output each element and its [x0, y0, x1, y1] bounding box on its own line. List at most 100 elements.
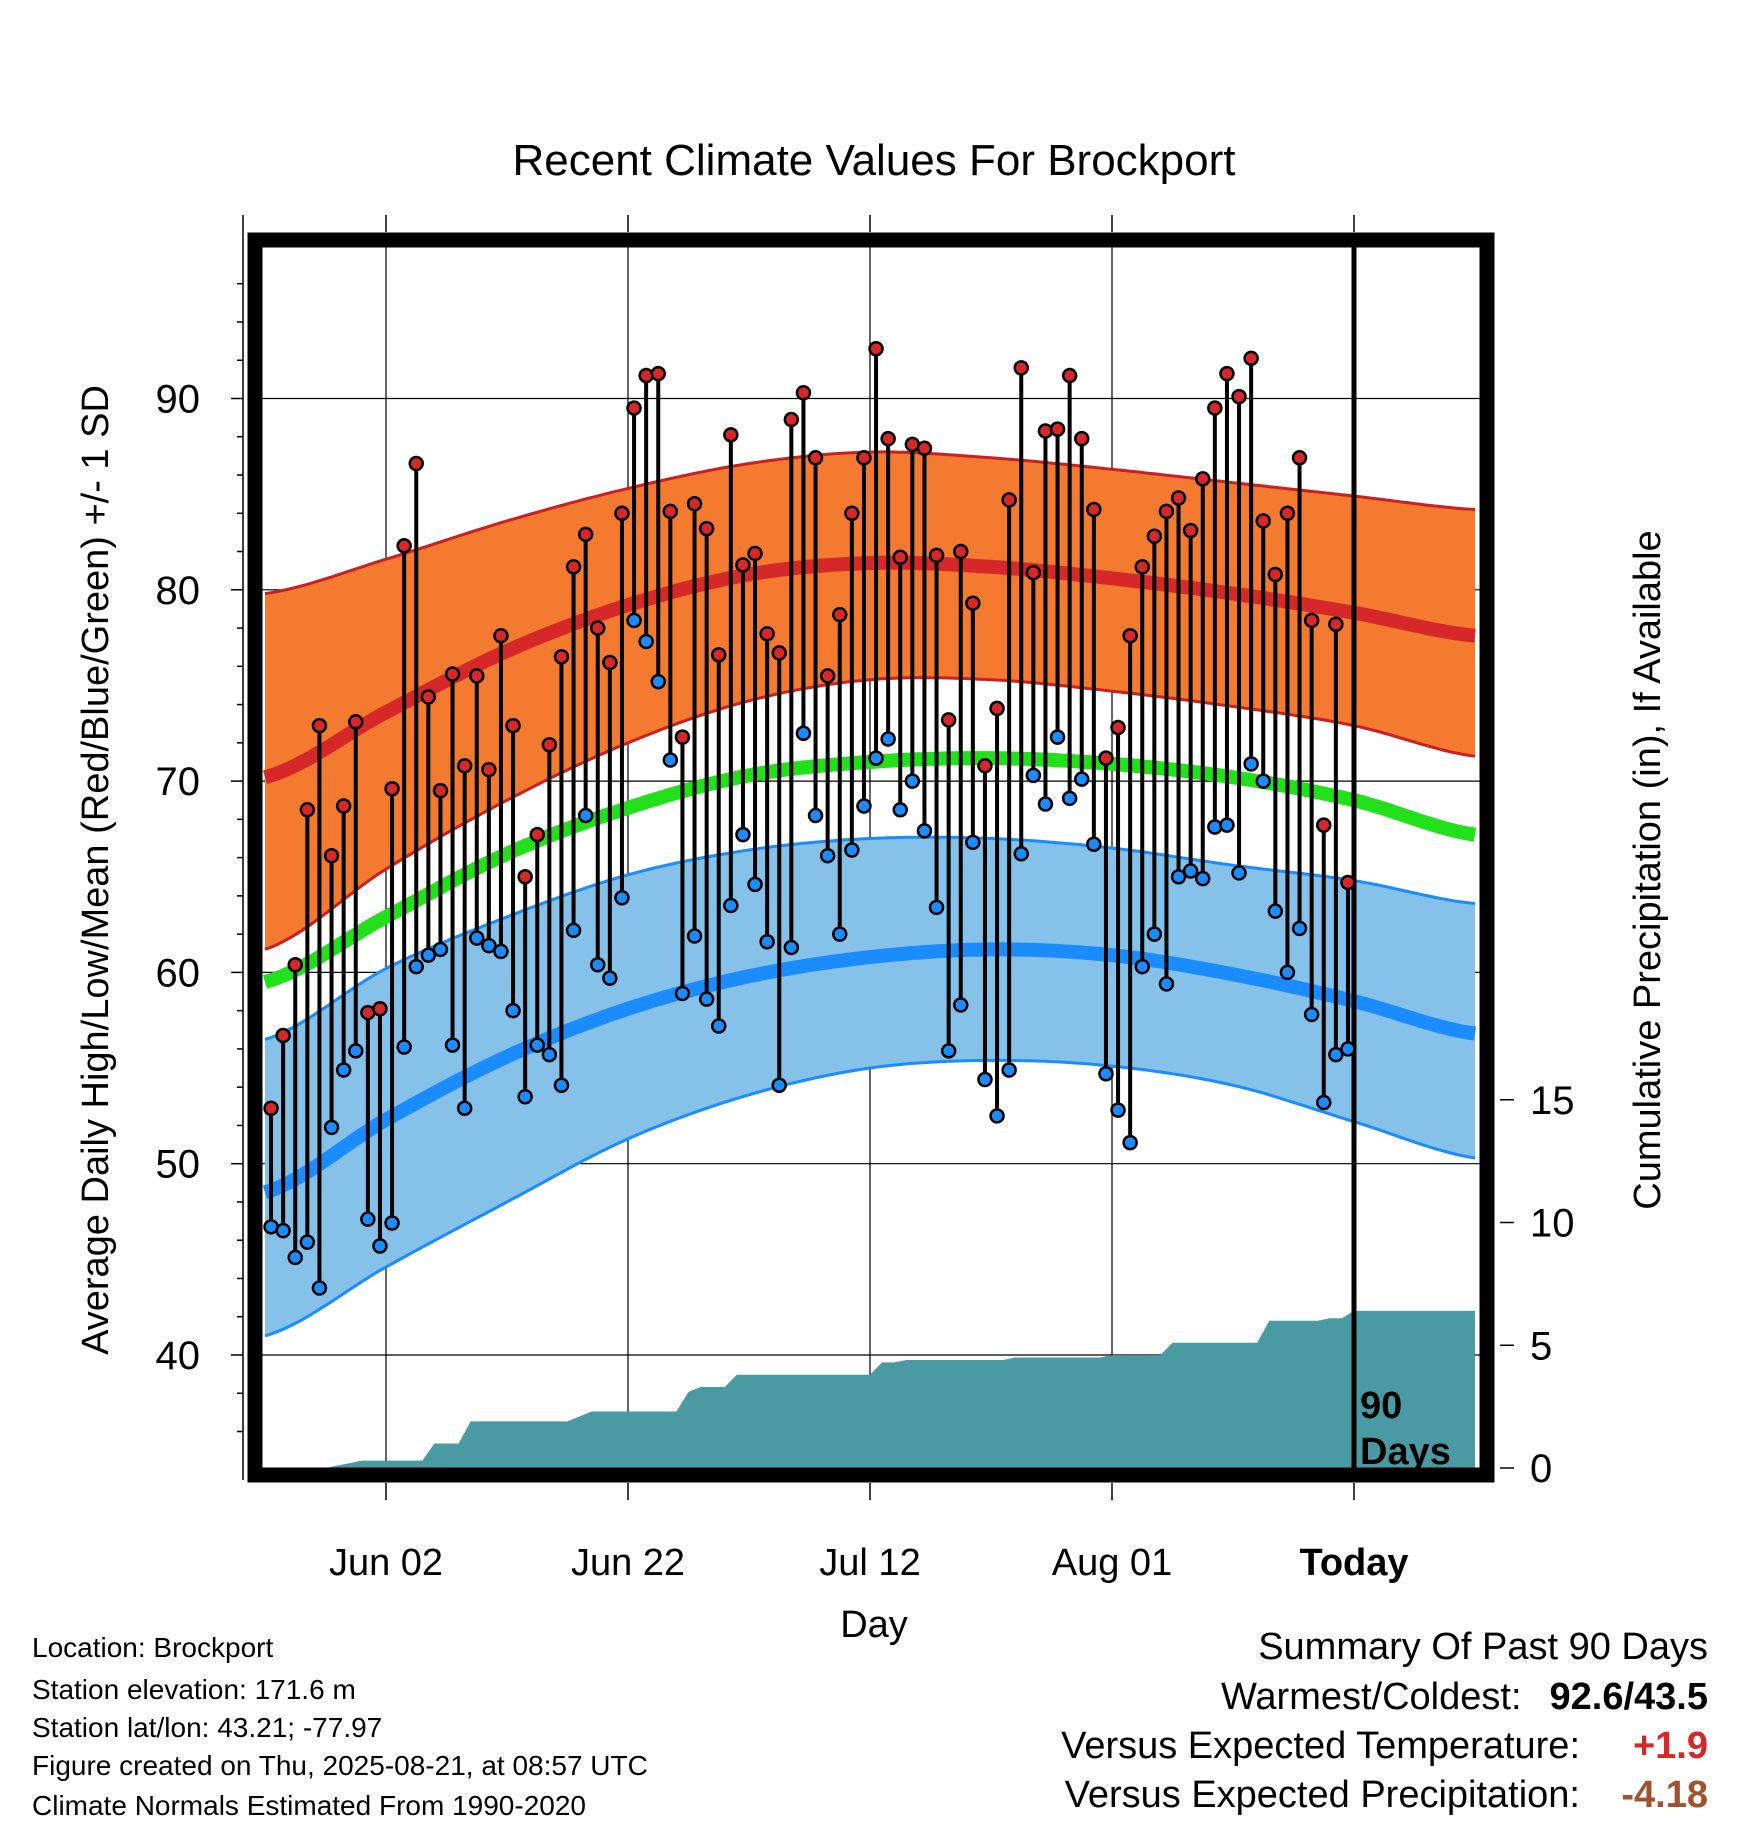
high-point: [481, 761, 497, 778]
high-point: [469, 668, 485, 684]
high-point: [529, 826, 545, 843]
low-point: [832, 926, 848, 942]
high-point: [1279, 505, 1296, 522]
high-point: [880, 430, 896, 447]
low-point: [953, 997, 969, 1013]
low-point: [420, 947, 437, 963]
low-point: [965, 834, 981, 851]
low-point: [323, 1119, 340, 1136]
low-point: [493, 943, 509, 960]
low-point: [577, 807, 594, 824]
high-point: [783, 411, 800, 428]
low-point: [819, 847, 836, 864]
low-point: [940, 1043, 957, 1059]
low-point: [275, 1222, 291, 1239]
low-point: [771, 1077, 787, 1094]
low-point: [481, 937, 497, 954]
high-point: [384, 781, 400, 797]
low-point: [1195, 870, 1211, 887]
high-point: [263, 1100, 279, 1116]
temperature-label: Versus Expected Temperature:: [1061, 1725, 1580, 1767]
footer-created: Figure created on Thu, 2025-08-21, at 08…: [32, 1750, 648, 1781]
low-point: [807, 807, 824, 824]
high-point: [1243, 350, 1259, 367]
high-point: [275, 1027, 291, 1044]
low-point: [1170, 869, 1187, 885]
low-point: [553, 1077, 570, 1094]
high-point: [771, 645, 787, 661]
high-point: [1025, 564, 1042, 581]
low-point: [1243, 756, 1259, 772]
high-sd-band: [265, 451, 1475, 950]
low-point: [977, 1071, 993, 1088]
high-point: [493, 627, 509, 644]
high-point: [335, 798, 352, 814]
low-point: [856, 798, 872, 814]
high-point: [420, 689, 437, 705]
high-point: [795, 385, 812, 401]
high-point: [723, 427, 739, 443]
y-tick-label: 40: [156, 1334, 201, 1378]
low-point: [880, 731, 896, 747]
summary-warm-cold: Warmest/Coldest: 92.6/43.5: [1221, 1678, 1708, 1716]
high-point: [1110, 719, 1126, 736]
low-point: [928, 899, 945, 916]
warm-cold-label: Warmest/Coldest:: [1220, 1676, 1522, 1718]
high-point: [1267, 566, 1284, 583]
x-tick-label: Today: [1299, 1542, 1408, 1584]
low-point: [904, 773, 921, 789]
low-point: [1207, 819, 1223, 835]
high-point: [287, 956, 303, 973]
high-point: [1037, 423, 1054, 439]
warm-cold-value: 92.6/43.5: [1549, 1676, 1708, 1718]
low-point: [1122, 1134, 1138, 1151]
y2-tick-label: 10: [1530, 1202, 1575, 1246]
high-point: [940, 712, 957, 728]
high-point: [735, 557, 751, 573]
low-point: [517, 1088, 533, 1105]
high-point: [747, 545, 763, 562]
y2-tick-label: 15: [1530, 1079, 1575, 1123]
low-point: [759, 934, 775, 950]
summary-heading: Summary Of Past 90 Days: [1258, 1626, 1708, 1668]
low-point: [1340, 1041, 1356, 1057]
high-point: [977, 758, 993, 774]
low-point: [747, 876, 763, 893]
low-point: [795, 725, 812, 742]
low-point: [590, 956, 606, 973]
temperature-value: +1.9: [1632, 1725, 1708, 1767]
high-point: [832, 606, 848, 623]
y2-tick-label: 0: [1530, 1447, 1552, 1491]
precipitation-value: -4.18: [1621, 1774, 1708, 1816]
high-point: [1122, 627, 1138, 644]
high-point: [892, 549, 908, 566]
low-point: [529, 1037, 545, 1053]
low-point: [868, 750, 884, 766]
low-point: [565, 922, 582, 939]
high-point: [311, 717, 328, 734]
high-point: [1001, 492, 1017, 508]
low-point: [1291, 920, 1308, 937]
x-axis-label: Day: [840, 1604, 908, 1646]
low-point: [989, 1108, 1005, 1124]
high-point: [541, 737, 558, 753]
y-tick-label: 90: [156, 378, 201, 422]
summary-temperature: Versus Expected Temperature: +1.9: [1061, 1727, 1708, 1765]
low-point: [1001, 1062, 1017, 1078]
low-point: [348, 1043, 364, 1059]
low-point: [686, 928, 703, 944]
high-point: [323, 847, 340, 864]
high-point: [1231, 388, 1247, 405]
low-point: [432, 941, 449, 958]
x-tick-label: Aug 01: [1052, 1542, 1172, 1584]
y-tick-label: 50: [156, 1143, 201, 1187]
high-point: [1340, 874, 1356, 891]
y2-tick-label: 5: [1530, 1324, 1552, 1368]
low-point: [1061, 790, 1078, 807]
high-point: [626, 400, 642, 416]
low-point: [505, 1002, 521, 1019]
high-point: [432, 782, 449, 799]
low-point: [311, 1280, 328, 1296]
low-point: [1049, 729, 1066, 745]
